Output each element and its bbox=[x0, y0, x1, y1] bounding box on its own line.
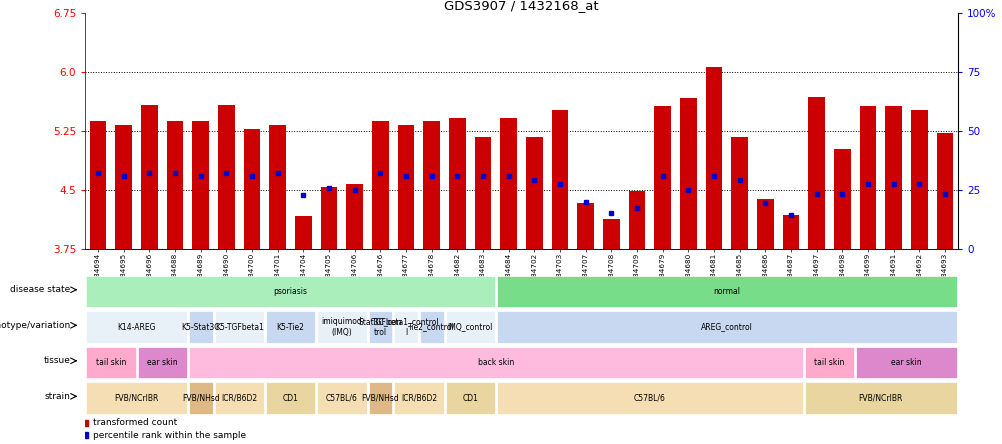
Text: AREG_control: AREG_control bbox=[700, 322, 753, 332]
Bar bbox=[214, 382, 264, 414]
Bar bbox=[496, 311, 956, 343]
Bar bbox=[859, 106, 876, 249]
Text: K5-TGFbeta1: K5-TGFbeta1 bbox=[214, 322, 264, 332]
Bar bbox=[89, 121, 106, 249]
Text: psoriasis: psoriasis bbox=[274, 287, 308, 296]
Text: normal: normal bbox=[712, 287, 739, 296]
Text: ear skin: ear skin bbox=[891, 358, 921, 367]
Text: C57BL/6: C57BL/6 bbox=[633, 393, 665, 403]
Bar bbox=[270, 126, 286, 249]
Text: strain: strain bbox=[45, 392, 70, 401]
Bar bbox=[86, 311, 186, 343]
Bar bbox=[757, 199, 773, 249]
Bar bbox=[449, 118, 465, 249]
Bar bbox=[496, 276, 956, 307]
Bar bbox=[317, 382, 366, 414]
Bar bbox=[217, 105, 234, 249]
Bar bbox=[496, 382, 802, 414]
Bar bbox=[910, 110, 927, 249]
Text: Stat3C_con
trol: Stat3C_con trol bbox=[359, 317, 402, 337]
Bar bbox=[295, 216, 312, 249]
Text: FVB/NHsd: FVB/NHsd bbox=[181, 393, 219, 403]
Bar bbox=[445, 382, 494, 414]
Text: K5-Stat3C: K5-Stat3C bbox=[181, 322, 219, 332]
Bar bbox=[420, 311, 443, 343]
Bar bbox=[86, 382, 186, 414]
Text: FVB/NCrIBR: FVB/NCrIBR bbox=[114, 393, 158, 403]
Bar bbox=[679, 98, 696, 249]
Bar bbox=[804, 382, 956, 414]
Bar bbox=[141, 105, 157, 249]
Text: CD1: CD1 bbox=[462, 393, 478, 403]
Bar bbox=[834, 149, 850, 249]
Bar bbox=[368, 311, 392, 343]
Text: Tie2_control: Tie2_control bbox=[408, 322, 455, 332]
Bar bbox=[394, 311, 418, 343]
Bar bbox=[86, 347, 135, 378]
Bar bbox=[936, 133, 953, 249]
Text: C57BL/6: C57BL/6 bbox=[326, 393, 358, 403]
Bar bbox=[445, 311, 494, 343]
Bar bbox=[577, 203, 593, 249]
Bar bbox=[188, 347, 802, 378]
Bar bbox=[500, 118, 517, 249]
Bar bbox=[188, 311, 212, 343]
Text: FVB/NCrIBR: FVB/NCrIBR bbox=[858, 393, 902, 403]
Bar bbox=[86, 276, 494, 307]
Text: TGFbeta1_control
l: TGFbeta1_control l bbox=[372, 317, 440, 337]
Bar bbox=[398, 126, 414, 249]
Bar bbox=[321, 187, 337, 249]
Bar bbox=[705, 67, 721, 249]
Text: ear skin: ear skin bbox=[146, 358, 177, 367]
Bar bbox=[266, 311, 315, 343]
Text: tail skin: tail skin bbox=[814, 358, 844, 367]
Bar bbox=[551, 110, 568, 249]
Text: IMQ_control: IMQ_control bbox=[447, 322, 492, 332]
Bar bbox=[394, 382, 443, 414]
Text: back skin: back skin bbox=[477, 358, 513, 367]
Bar bbox=[474, 137, 491, 249]
Bar bbox=[317, 311, 366, 343]
Text: tissue: tissue bbox=[44, 357, 70, 365]
Text: CD1: CD1 bbox=[283, 393, 299, 403]
Bar bbox=[368, 382, 392, 414]
Text: imiquimod
(IMQ): imiquimod (IMQ) bbox=[322, 317, 362, 337]
Bar bbox=[266, 382, 315, 414]
Text: K14-AREG: K14-AREG bbox=[117, 322, 155, 332]
Bar bbox=[885, 106, 901, 249]
Bar bbox=[423, 121, 440, 249]
Text: disease state: disease state bbox=[10, 285, 70, 294]
Text: ICR/B6D2: ICR/B6D2 bbox=[221, 393, 258, 403]
Bar bbox=[188, 382, 212, 414]
Title: GDS3907 / 1432168_at: GDS3907 / 1432168_at bbox=[444, 0, 598, 12]
Text: tail skin: tail skin bbox=[95, 358, 126, 367]
Bar bbox=[166, 121, 183, 249]
Text: FVB/NHsd: FVB/NHsd bbox=[361, 393, 399, 403]
Bar bbox=[602, 219, 619, 249]
Bar bbox=[804, 347, 854, 378]
Text: transformed count: transformed count bbox=[92, 418, 176, 428]
Text: percentile rank within the sample: percentile rank within the sample bbox=[92, 431, 245, 440]
Bar bbox=[372, 121, 389, 249]
Bar bbox=[115, 126, 132, 249]
Bar bbox=[243, 129, 261, 249]
Text: ICR/B6D2: ICR/B6D2 bbox=[401, 393, 437, 403]
Bar bbox=[137, 347, 186, 378]
Text: K5-Tie2: K5-Tie2 bbox=[277, 322, 305, 332]
Bar bbox=[628, 191, 644, 249]
Bar bbox=[214, 311, 264, 343]
Bar bbox=[346, 184, 363, 249]
Bar bbox=[525, 137, 542, 249]
Bar bbox=[653, 106, 670, 249]
Bar bbox=[782, 215, 799, 249]
Bar bbox=[192, 121, 208, 249]
Bar bbox=[808, 97, 825, 249]
Bar bbox=[730, 137, 747, 249]
Bar bbox=[856, 347, 956, 378]
Text: genotype/variation: genotype/variation bbox=[0, 321, 70, 330]
